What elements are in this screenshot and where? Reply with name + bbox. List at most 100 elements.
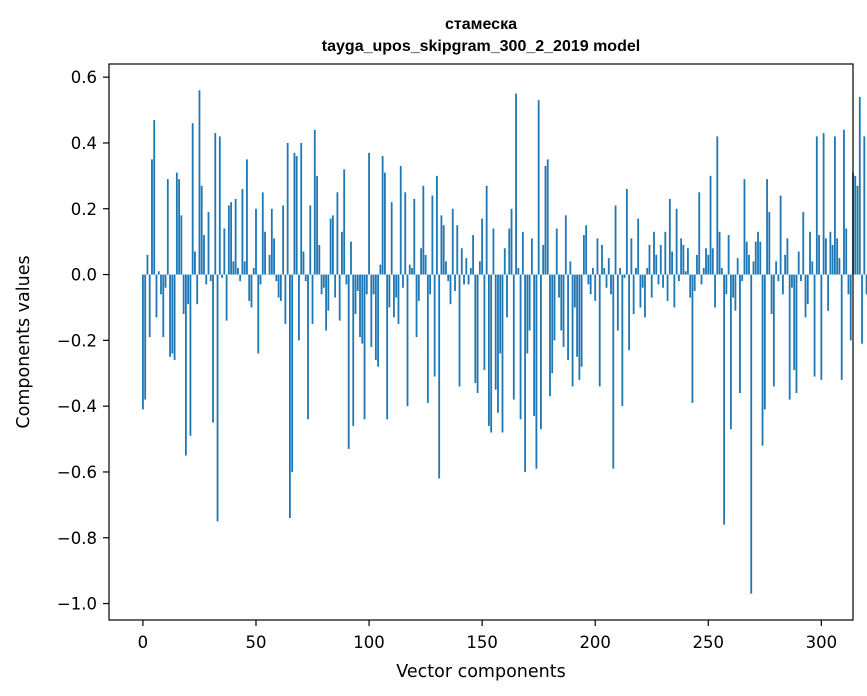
bar: [770, 274, 773, 315]
bar: [533, 274, 536, 417]
x-tick-label: 100: [353, 633, 385, 652]
bar: [763, 274, 766, 410]
bar: [573, 274, 576, 308]
bar: [436, 175, 438, 275]
bar: [449, 274, 452, 305]
bar: [537, 100, 540, 275]
bar: [438, 274, 441, 479]
bar: [757, 231, 759, 275]
bar: [836, 238, 839, 275]
bar: [616, 274, 619, 331]
bar: [214, 133, 217, 275]
bar: [341, 231, 343, 275]
bar: [840, 274, 843, 380]
bar: [551, 274, 554, 374]
bar: [250, 274, 253, 308]
bar: [698, 192, 701, 275]
bar: [180, 215, 183, 275]
bar: [259, 274, 262, 285]
bar: [413, 198, 416, 275]
bar: [508, 228, 511, 275]
chart-title-line1: стамеска: [445, 16, 517, 33]
bar: [621, 274, 624, 407]
bar: [834, 136, 836, 275]
bar: [750, 274, 753, 594]
bar: [393, 274, 395, 318]
bar: [483, 274, 486, 370]
bar: [630, 238, 633, 275]
bar: [510, 208, 513, 275]
bar: [268, 254, 271, 275]
bar: [325, 274, 327, 331]
bar: [714, 274, 716, 308]
x-tick-label: 200: [579, 633, 611, 652]
bar: [429, 274, 432, 295]
bar: [189, 274, 192, 436]
bar: [759, 241, 762, 275]
bar: [182, 274, 185, 315]
bar: [289, 274, 291, 519]
bar: [295, 156, 298, 275]
bar: [411, 267, 413, 275]
bar: [644, 274, 646, 318]
bar: [166, 179, 169, 275]
bar: [424, 254, 427, 275]
bar: [316, 175, 318, 275]
bar: [318, 244, 321, 275]
bar: [243, 261, 246, 275]
bar: [569, 261, 572, 275]
bar: [399, 165, 402, 275]
x-tick-label: 250: [693, 633, 725, 652]
bar: [481, 218, 484, 275]
bar: [313, 129, 316, 275]
bar: [286, 142, 289, 275]
bar: [677, 274, 680, 282]
bar: [662, 274, 664, 288]
bar: [619, 267, 621, 275]
bar: [420, 248, 422, 275]
bar: [209, 274, 212, 282]
bar: [515, 93, 517, 275]
y-tick-label: −0.2: [57, 331, 97, 350]
bar: [592, 267, 594, 275]
x-tick-label: 150: [466, 633, 498, 652]
bar: [463, 274, 465, 285]
bar: [361, 274, 364, 344]
bar: [655, 254, 658, 275]
plot-frame: [108, 63, 854, 621]
bar: [347, 274, 350, 449]
bar: [397, 274, 400, 324]
bar: [203, 235, 205, 275]
bar: [571, 274, 574, 387]
bar: [291, 274, 294, 472]
bar: [350, 241, 352, 275]
bar: [198, 90, 201, 275]
bar: [668, 198, 671, 275]
bar: [270, 208, 273, 275]
bar: [567, 274, 569, 361]
bar: [729, 274, 732, 430]
bar: [458, 274, 461, 387]
bar: [612, 274, 615, 469]
plot-area: [109, 64, 853, 620]
bar: [727, 235, 730, 275]
bar: [492, 228, 495, 275]
bar: [818, 235, 820, 275]
bar: [194, 251, 196, 275]
bar: [363, 274, 366, 420]
bar: [383, 172, 386, 275]
bar: [802, 212, 805, 275]
bar: [806, 274, 809, 305]
bar: [148, 274, 151, 338]
bar: [736, 258, 739, 275]
bar: [791, 274, 793, 288]
bar: [164, 274, 167, 288]
bar: [596, 238, 599, 275]
bar: [454, 274, 456, 292]
bar: [521, 231, 524, 275]
bar: [372, 274, 375, 295]
bar: [863, 136, 866, 275]
bar: [723, 274, 726, 525]
bar: [225, 274, 228, 321]
bar: [469, 267, 472, 275]
